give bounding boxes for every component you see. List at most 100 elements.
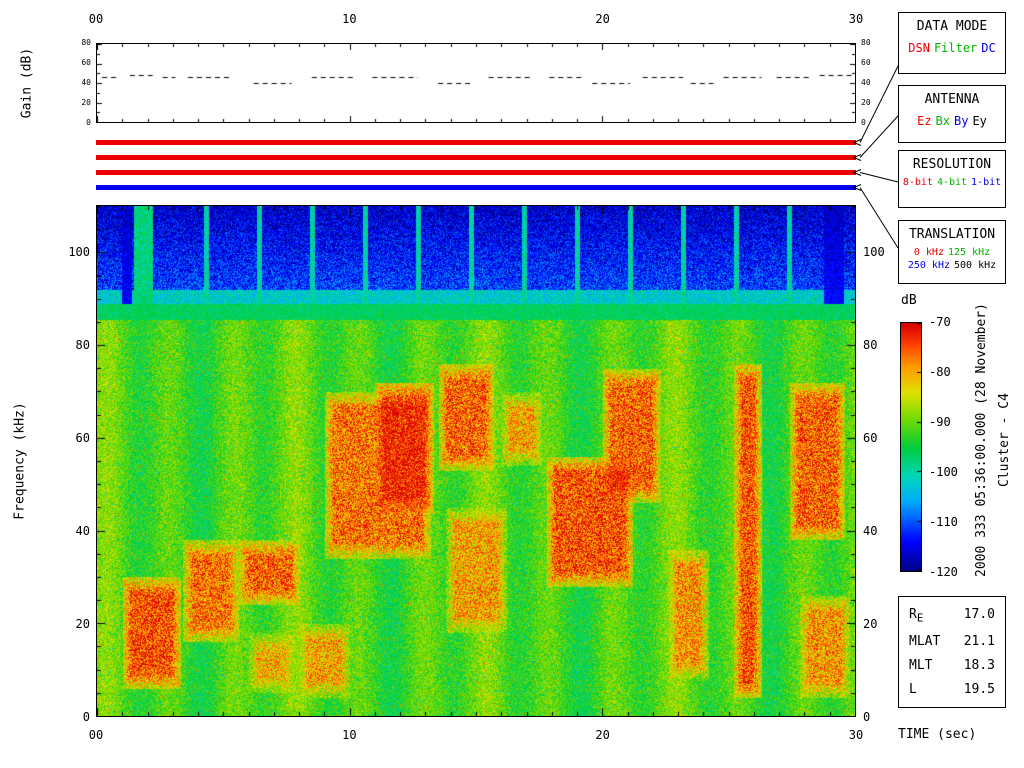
info-label-re: RE (909, 607, 924, 625)
colorbar-tick-label: -70 (929, 315, 951, 329)
time-xtick-label: 10 (342, 728, 357, 742)
connector-arrow-icon (852, 154, 862, 161)
gain-top-xtick-label: 10 (342, 12, 357, 26)
time-xtick-label: 20 (595, 728, 610, 742)
freq-ytick-label-left: 80 (75, 337, 90, 352)
legend-item-250khz: 250 kHz (907, 260, 950, 271)
time-axis-label: TIME (sec) (898, 727, 977, 742)
translation-legend-items-row2: 250 kHz 500 kHz (899, 260, 1005, 271)
colorbar-tick-label: -80 (929, 365, 951, 379)
frequency-axis-label: Frequency (kHz) (12, 402, 28, 520)
antenna-legend-box: ANTENNA Ez Bx By Ey (898, 85, 1006, 143)
legend-item-125khz: 125 kHz (947, 247, 991, 258)
freq-ytick-label-left: 100 (68, 244, 90, 259)
freq-ytick-label-right: 20 (863, 616, 878, 631)
legend-item-ey: Ey (972, 114, 987, 128)
legend-item-8bit: 8-bit (902, 177, 933, 188)
legend-item-4bit: 4-bit (936, 177, 968, 188)
spectrogram-canvas (97, 206, 855, 716)
translation-legend-items-row1: 0 kHz 125 kHz (899, 247, 1005, 258)
gain-ytick-label-left: 80 (81, 38, 91, 47)
info-value-mlat: 21.1 (963, 633, 995, 649)
legend-item-dc: DC (981, 41, 996, 55)
legend-item-bx: Bx (935, 114, 950, 128)
legend-item-1bit: 1-bit (971, 177, 1002, 188)
resolution-legend-box: RESOLUTION 8-bit 4-bit 1-bit (898, 150, 1006, 208)
colorbar-tick-label: -90 (929, 415, 951, 429)
colorbar-tick-label: -100 (929, 465, 958, 479)
info-value-l: 19.5 (963, 681, 995, 697)
freq-ytick-label-left: 0 (82, 710, 90, 724)
connector-arrow-icon (852, 169, 862, 176)
colorbar-tick-label: -120 (929, 565, 958, 579)
connector-arrow-icon (852, 139, 862, 146)
status-bar-antenna (96, 155, 856, 160)
connector-arrow-icon (852, 184, 862, 191)
colorbar-tick-label: -110 (929, 515, 958, 529)
info-value-re: 17.0 (963, 607, 995, 622)
status-bar-translation (96, 185, 856, 190)
legend-connector-lines (852, 65, 899, 249)
connector-line-antenna (859, 115, 899, 158)
gain-ytick-label-right: 60 (861, 58, 871, 67)
gain-ytick-label-right: 20 (861, 98, 871, 107)
info-value-mlt: 18.3 (963, 657, 995, 673)
connector-line-translation (859, 187, 899, 249)
legend-item-dsn: DSN (908, 41, 930, 55)
colorbar (900, 322, 922, 572)
gain-ytick-label-right: 80 (861, 38, 871, 47)
gain-top-xtick-label: 20 (595, 12, 610, 26)
freq-ytick-label-right: 80 (863, 337, 878, 352)
info-label-l: L (909, 681, 917, 697)
connector-line-resolution (859, 172, 899, 183)
time-xtick-label: 30 (848, 728, 864, 742)
resolution-legend-items: 8-bit 4-bit 1-bit (899, 177, 1005, 188)
gain-ytick-label-right: 0 (861, 118, 866, 127)
gain-top-xtick-label: 00 (88, 12, 104, 26)
gain-ytick-label-right: 40 (861, 78, 871, 87)
status-bar-data-mode (96, 140, 856, 145)
gain-top-xtick-label: 30 (848, 12, 864, 26)
data-mode-legend-box: DATA MODE DSN Filter DC (898, 12, 1006, 74)
info-row-re: RE 17.0 (909, 607, 995, 625)
legend-item-0khz: 0 kHz (913, 247, 944, 258)
legend-item-500khz: 500 kHz (954, 260, 997, 271)
freq-ytick-label-right: 100 (863, 244, 885, 259)
freq-ytick-label-right: 0 (863, 710, 871, 724)
gain-axis-label: Gain (dB) (19, 47, 35, 119)
data-mode-legend-items: DSN Filter DC (899, 41, 1005, 55)
info-row-l: L 19.5 (909, 682, 995, 697)
legend-item-ez: Ez (917, 114, 932, 128)
freq-ytick-label-left: 20 (75, 616, 90, 631)
freq-ytick-label-left: 60 (75, 430, 90, 445)
legend-item-by: By (954, 114, 969, 128)
freq-ytick-label-right: 60 (863, 430, 878, 445)
legend-item-filter: Filter (933, 41, 978, 55)
translation-legend-box: TRANSLATION 0 kHz 125 kHz 250 kHz 500 kHz (898, 220, 1006, 284)
gain-ytick-label-left: 20 (81, 98, 91, 107)
info-label-mlt: MLT (909, 657, 933, 673)
gain-plot-canvas (97, 44, 855, 122)
gain-ytick-label-left: 0 (86, 118, 91, 127)
info-label-mlat: MLAT (909, 633, 941, 649)
resolution-legend-title: RESOLUTION (912, 157, 992, 172)
antenna-legend-items: Ez Bx By Ey (899, 114, 1005, 128)
connector-line-data-mode (859, 65, 899, 143)
colorbar-canvas (901, 323, 921, 571)
freq-ytick-label-right: 40 (863, 523, 878, 538)
time-xtick-label: 00 (88, 728, 104, 742)
ephemeris-info-box: RE 17.0 MLAT 21.1 MLT 18.3 L 19.5 (898, 596, 1006, 708)
gain-ytick-label-left: 60 (81, 58, 91, 67)
info-row-mlt: MLT 18.3 (909, 658, 995, 673)
gain-panel (96, 43, 856, 123)
spectrogram-panel (96, 205, 856, 717)
info-row-mlat: MLAT 21.1 (909, 634, 995, 649)
data-mode-legend-title: DATA MODE (916, 19, 988, 34)
colorbar-unit-label: dB (901, 293, 917, 308)
translation-legend-title: TRANSLATION (908, 227, 996, 242)
status-bar-resolution (96, 170, 856, 175)
freq-ytick-label-left: 40 (75, 523, 90, 538)
gain-ytick-label-left: 40 (81, 78, 91, 87)
antenna-legend-title: ANTENNA (924, 92, 980, 107)
